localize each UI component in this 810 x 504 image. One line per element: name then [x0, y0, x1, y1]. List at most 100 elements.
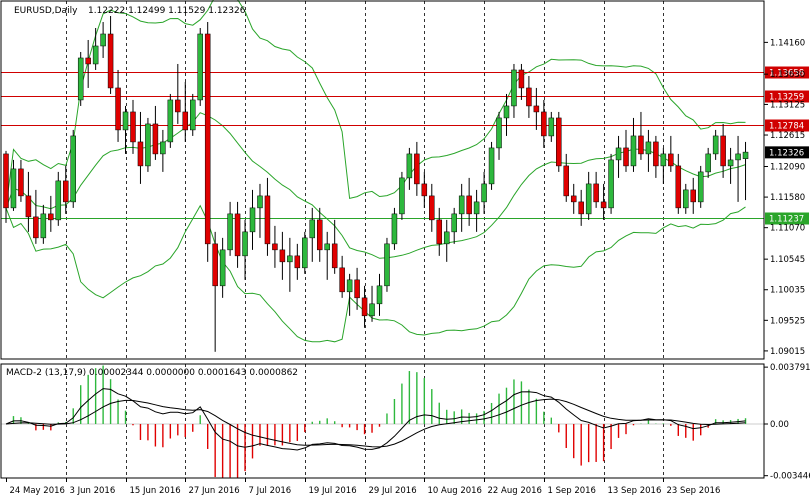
resistance-label: 1.12784 [769, 122, 804, 132]
candle-body [11, 169, 16, 208]
current-price-label: 1.12326 [769, 148, 804, 158]
date-tick-label: 23 Sep 2016 [667, 486, 721, 496]
candle-body [556, 118, 561, 166]
date-tick-label: 27 Jun 2016 [189, 486, 240, 496]
candle-body [549, 118, 554, 136]
candle-body [646, 142, 651, 154]
candle-body [26, 196, 31, 217]
candle-body [676, 166, 681, 208]
candle-body [407, 154, 412, 178]
candle-body [631, 136, 636, 166]
date-tick-label: 22 Aug 2016 [488, 486, 542, 496]
candle-body [661, 154, 666, 166]
candle-body [384, 244, 389, 286]
candle-body [355, 280, 360, 298]
candle-body [564, 166, 569, 196]
candle-body [698, 172, 703, 202]
candle-body [71, 136, 76, 202]
candle-body [728, 160, 733, 166]
price-tick-label: 1.10035 [770, 286, 805, 296]
candle-body [429, 196, 434, 220]
candle-body [325, 244, 330, 250]
candle-body [414, 154, 419, 184]
candle-body [228, 214, 233, 250]
price-tick-label: 1.09525 [770, 316, 805, 326]
candle-body [302, 238, 307, 268]
candle-body [691, 190, 696, 202]
candle-body [683, 190, 688, 208]
macd-tick-label: 0.003791 [770, 363, 810, 373]
candle-body [235, 214, 240, 256]
candle-body [101, 34, 106, 46]
date-tick-label: 10 Aug 2016 [428, 486, 482, 496]
candle-body [616, 148, 621, 160]
price-tick-label: 1.14160 [770, 38, 805, 48]
candle-body [579, 202, 584, 214]
candle-body [175, 100, 180, 112]
candle-body [340, 268, 345, 292]
candle-body [78, 58, 83, 100]
candle-body [123, 112, 128, 130]
candle-body [220, 250, 225, 286]
candle-body [586, 184, 591, 214]
candle-body [4, 154, 9, 208]
candle-body [482, 184, 487, 202]
candle-body [108, 34, 113, 88]
candle-body [526, 88, 531, 106]
candle-body [504, 106, 509, 118]
candle-body [392, 214, 397, 244]
date-tick-label: 1 Sep 2016 [548, 486, 596, 496]
candle-body [93, 46, 98, 64]
candle-body [168, 100, 173, 142]
chart-ohlc-values: 1.12222 1.12499 1.11529 1.12326 [88, 6, 246, 16]
candle-body [63, 181, 68, 202]
date-tick-label: 19 Jul 2016 [309, 486, 357, 496]
candle-body [347, 280, 352, 292]
candle-body [489, 148, 494, 184]
candle-body [160, 142, 165, 154]
candle-body [145, 124, 150, 166]
candle-body [377, 286, 382, 304]
candle-body [437, 220, 442, 244]
candle-body [713, 136, 718, 154]
candle-body [638, 136, 643, 154]
date-tick-label: 13 Sep 2016 [608, 486, 662, 496]
candle-body [287, 256, 292, 262]
candle-body [116, 88, 121, 130]
price-tick-label: 1.09015 [770, 347, 805, 357]
price-tick-label: 1.10545 [770, 255, 805, 265]
macd-tick-label: 0.00 [770, 420, 789, 430]
candle-body [362, 298, 367, 316]
candle-body [459, 196, 464, 214]
candle-body [205, 34, 210, 244]
candle-body [601, 202, 606, 208]
candle-body [497, 118, 502, 148]
price-tick-label: 1.13630 [770, 70, 805, 80]
candle-body [310, 220, 315, 238]
candle-body [571, 196, 576, 202]
candle-body [594, 184, 599, 202]
date-tick-label: 29 Jul 2016 [369, 486, 417, 496]
candle-body [452, 214, 457, 232]
candle-body [653, 142, 658, 166]
candle-body [534, 106, 539, 112]
candle-body [370, 304, 375, 316]
candle-body [721, 136, 726, 166]
candle-body [138, 142, 143, 166]
candle-body [257, 196, 262, 208]
candle-body [743, 152, 748, 159]
candle-body [190, 100, 195, 130]
price-tick-label: 1.12615 [770, 131, 805, 141]
candle-body [153, 124, 158, 154]
candle-body [250, 208, 255, 232]
date-tick-label: 7 Jul 2016 [249, 486, 292, 496]
candle-body [444, 232, 449, 244]
price-tick-label: 1.13125 [770, 100, 805, 110]
chart-symbol-title: EURUSD,Daily [14, 6, 78, 16]
candle-body [422, 184, 427, 196]
date-tick-label: 24 May 2016 [10, 486, 65, 496]
candle-body [265, 196, 270, 244]
date-tick-label: 3 Jun 2016 [70, 486, 116, 496]
